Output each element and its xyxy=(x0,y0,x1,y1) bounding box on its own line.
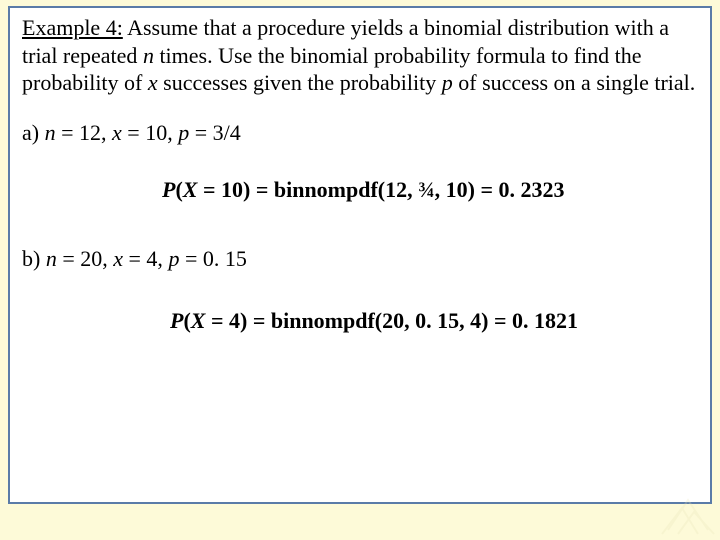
part-b-n: n xyxy=(46,246,57,271)
part-b-p-eq: = 0. 15 xyxy=(179,246,246,271)
part-a-p-eq: = 3/4 xyxy=(189,120,241,145)
example-label: Example 4: xyxy=(22,15,123,40)
prompt-var-n: n xyxy=(143,43,154,68)
ans-a-open: ( xyxy=(175,177,182,202)
part-a-p: p xyxy=(178,120,189,145)
part-a-x-eq: = 10, xyxy=(122,120,178,145)
part-a-answer: P(X = 10) = binnompdf(12, ¾, 10) = 0. 23… xyxy=(22,177,698,203)
example-prompt: Example 4: Assume that a procedure yield… xyxy=(22,14,698,97)
prompt-var-p: p xyxy=(442,70,453,95)
ans-a-rest: = 10) = binnompdf(12, ¾, 10) = 0. 2323 xyxy=(197,177,564,202)
ans-b-rest: = 4) = binnompdf(20, 0. 15, 4) = 0. 1821 xyxy=(205,308,578,333)
ans-b-P: P xyxy=(170,308,183,333)
part-b: b) n = 20, x = 4, p = 0. 15 xyxy=(22,245,698,274)
example-card: Example 4: Assume that a procedure yield… xyxy=(8,6,712,504)
part-a-x: x xyxy=(112,120,122,145)
prompt-text-4: of success on a single trial. xyxy=(453,70,696,95)
part-b-p: p xyxy=(168,246,179,271)
ans-a-X: X xyxy=(183,177,198,202)
part-a-n-eq: = 12, xyxy=(56,120,112,145)
part-b-label: b) xyxy=(22,246,46,271)
part-a: a) n = 12, x = 10, p = 3/4 xyxy=(22,119,698,148)
ans-b-X: X xyxy=(191,308,206,333)
part-b-x: x xyxy=(113,246,123,271)
part-b-answer: P(X = 4) = binnompdf(20, 0. 15, 4) = 0. … xyxy=(22,308,698,334)
prompt-text-3: successes given the probability xyxy=(158,70,442,95)
ans-a-P: P xyxy=(162,177,175,202)
prompt-var-x: x xyxy=(148,70,158,95)
part-a-label: a) xyxy=(22,120,45,145)
part-b-x-eq: = 4, xyxy=(123,246,168,271)
part-a-n: n xyxy=(45,120,56,145)
ans-b-open: ( xyxy=(183,308,190,333)
part-b-n-eq: = 20, xyxy=(57,246,113,271)
